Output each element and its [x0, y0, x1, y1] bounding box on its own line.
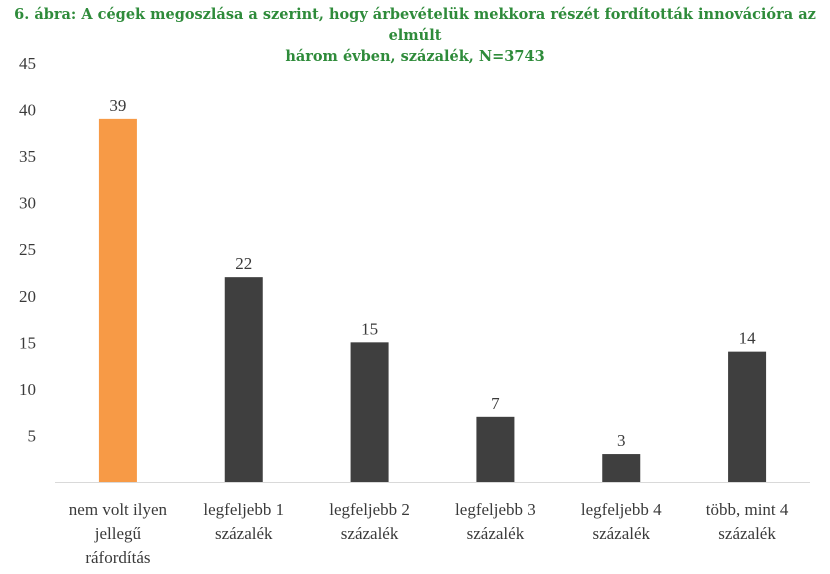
category-label: több, mint 4 [706, 500, 789, 519]
y-tick-label: 15 [19, 333, 36, 352]
y-tick-label: 40 [19, 101, 36, 120]
bar [98, 118, 137, 482]
category-label: legfeljebb 1 [203, 500, 284, 519]
y-tick-label: 20 [19, 287, 36, 306]
data-label: 14 [739, 329, 757, 348]
data-label: 15 [361, 319, 378, 338]
bar [602, 454, 641, 482]
category-label: százalék [718, 524, 776, 543]
category-label: százalék [592, 524, 650, 543]
y-axis-ticks: 5 10 15 20 25 30 35 40 45 [19, 54, 36, 445]
category-label: legfeljebb 4 [581, 500, 662, 519]
chart-title: 6. ábra: A cégek megoszlása a szerint, h… [0, 4, 830, 67]
y-tick-label: 25 [19, 240, 36, 259]
y-tick-label: 35 [19, 147, 36, 166]
category-labels: nem volt ilyen jellegű ráfordítás legfeljeb… [69, 500, 789, 567]
chart-title-line-1: 6. ábra: A cégek megoszlása a szerint, h… [14, 6, 816, 44]
category-label: nem volt ilyen [69, 500, 168, 519]
y-tick-label: 5 [28, 426, 37, 445]
bar [476, 416, 515, 482]
category-label: legfeljebb 3 [455, 500, 536, 519]
category-label: százalék [341, 524, 399, 543]
bar [728, 351, 767, 482]
category-label: ráfordítás [85, 548, 150, 567]
category-label: jellegű [94, 524, 142, 543]
data-labels: 39 22 15 7 3 14 [109, 96, 756, 450]
data-label: 39 [109, 96, 126, 115]
chart-title-line-2: három évben, százalék, N=3743 [285, 48, 545, 65]
y-tick-label: 45 [19, 54, 36, 73]
data-label: 3 [617, 431, 626, 450]
bar [224, 277, 263, 482]
category-label: százalék [467, 524, 525, 543]
y-tick-label: 30 [19, 194, 36, 213]
category-label: százalék [215, 524, 273, 543]
data-label: 22 [235, 254, 252, 273]
bars [98, 118, 767, 482]
bar [350, 342, 389, 482]
y-tick-label: 10 [19, 380, 36, 399]
category-label: legfeljebb 2 [329, 500, 410, 519]
data-label: 7 [491, 394, 500, 413]
